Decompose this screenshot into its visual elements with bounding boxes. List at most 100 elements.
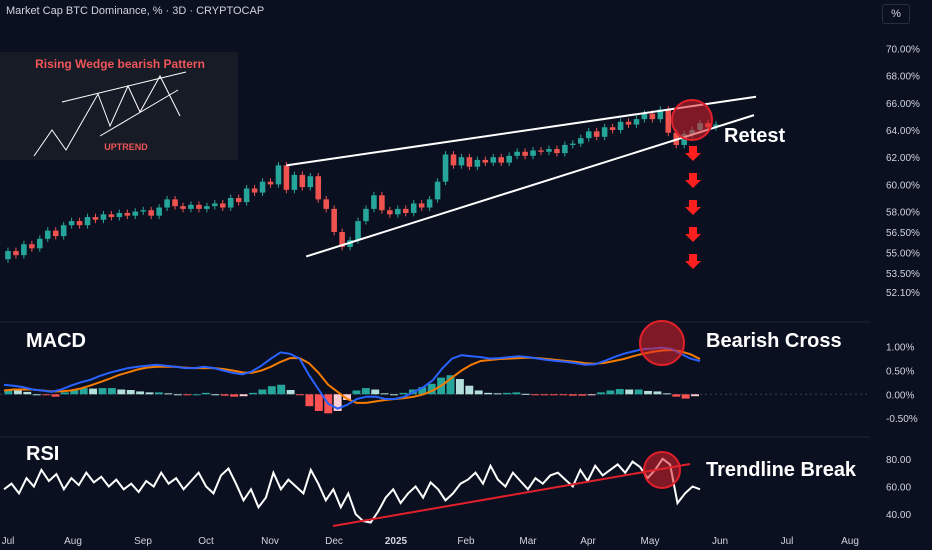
- candle: [657, 106, 664, 123]
- candle-body: [196, 204, 202, 209]
- candle-body: [76, 221, 83, 226]
- macd-histogram-bar: [164, 393, 173, 395]
- candle: [339, 228, 345, 251]
- candle-body: [243, 188, 250, 203]
- candle: [68, 217, 75, 229]
- candle: [140, 206, 147, 215]
- candle: [450, 151, 457, 169]
- pattern-inset-lower-line: [99, 89, 179, 137]
- candle-body: [108, 214, 115, 218]
- candle: [323, 195, 329, 213]
- candle: [60, 221, 67, 240]
- candle-body: [498, 157, 505, 163]
- candle: [554, 145, 560, 157]
- price-axis-tick: 70.00%: [886, 44, 920, 55]
- candle-body: [52, 230, 59, 237]
- macd-histogram-bar: [474, 390, 483, 395]
- macd-histogram-bar: [23, 391, 32, 395]
- macd-histogram-bar: [239, 394, 248, 397]
- macd-histogram-bar: [305, 394, 314, 407]
- macd-histogram-bar: [333, 394, 342, 411]
- candle-body: [331, 208, 337, 232]
- candle-body: [164, 199, 170, 208]
- macd-histogram-bar: [361, 388, 370, 395]
- candle-body: [609, 127, 616, 130]
- macd-histogram-bar: [183, 394, 192, 396]
- candle: [275, 161, 282, 188]
- candle: [180, 202, 186, 213]
- down-arrow-icon: [685, 227, 701, 242]
- x-axis-tick: Mar: [519, 536, 537, 547]
- candle: [538, 147, 544, 156]
- rsi-axis-tick: 60.00: [886, 483, 911, 494]
- macd-histogram-bar: [249, 392, 257, 395]
- x-axis-tick: Jul: [2, 536, 15, 547]
- candle: [124, 209, 131, 220]
- down-arrow-icon: [685, 200, 701, 215]
- candle: [13, 247, 19, 259]
- candle: [251, 185, 258, 196]
- candle-body: [657, 109, 664, 120]
- candle-body: [546, 149, 552, 152]
- price-axis-tick: 60.00%: [886, 180, 920, 191]
- macd-histogram-bar: [89, 388, 98, 395]
- candle: [466, 153, 473, 171]
- macd-histogram-bar: [550, 394, 558, 396]
- candle-body: [355, 221, 361, 241]
- candle-body: [665, 109, 672, 133]
- macd-histogram-bar: [154, 392, 163, 395]
- candle: [665, 106, 672, 137]
- candle-body: [291, 174, 298, 190]
- candle: [625, 118, 632, 128]
- candle: [601, 123, 608, 141]
- candle-body: [84, 217, 91, 226]
- candle: [92, 213, 99, 224]
- macd-histogram-bar: [390, 394, 399, 396]
- candle-body: [514, 151, 520, 156]
- candle-body: [132, 211, 139, 216]
- trendline-break-label: Trendline Break: [706, 459, 857, 481]
- macd-histogram-bar: [427, 383, 436, 395]
- macd-histogram-bar: [136, 391, 145, 395]
- macd-histogram-bar: [98, 388, 107, 395]
- macd-axis-tick: 1.00%: [886, 343, 914, 354]
- macd-histogram-bar: [4, 389, 13, 395]
- candle-body: [44, 230, 51, 239]
- price-axis-tick: 64.00%: [886, 126, 920, 137]
- candle-body: [538, 150, 544, 152]
- candle-body: [5, 251, 11, 260]
- candle-body: [371, 195, 377, 209]
- price-axis-tick: 62.00%: [886, 153, 920, 164]
- macd-histogram-bar: [192, 394, 201, 396]
- macd-histogram-bar: [126, 390, 135, 395]
- unit-toggle-button[interactable]: %: [882, 4, 910, 24]
- candle: [37, 235, 43, 252]
- candle-body: [148, 210, 154, 216]
- candle: [498, 153, 505, 167]
- candle-body: [562, 144, 568, 154]
- candle: [235, 194, 242, 206]
- x-axis-tick: Oct: [198, 536, 214, 547]
- candle-body: [219, 203, 226, 208]
- macd-histogram-bar: [371, 389, 380, 395]
- price-axis-tick: 55.00%: [886, 248, 920, 259]
- candle-body: [585, 131, 592, 139]
- macd-histogram-bar: [352, 390, 361, 395]
- candle: [387, 206, 393, 218]
- macd-histogram-bar: [559, 394, 568, 396]
- candle: [156, 204, 162, 220]
- candle: [196, 201, 202, 213]
- macd-histogram-bar: [42, 394, 51, 396]
- macd-histogram-bar: [314, 394, 323, 411]
- candle: [204, 202, 210, 213]
- macd-histogram-bar: [540, 394, 549, 396]
- macd-label: MACD: [26, 330, 86, 352]
- candle-body: [204, 206, 210, 209]
- macd-histogram-bar: [286, 390, 295, 395]
- price-axis-tick: 53.50%: [886, 269, 920, 280]
- candle: [307, 172, 314, 191]
- candle-body: [387, 210, 393, 215]
- macd-histogram-bar: [220, 394, 229, 396]
- macd-axis-tick: 0.50%: [886, 366, 914, 377]
